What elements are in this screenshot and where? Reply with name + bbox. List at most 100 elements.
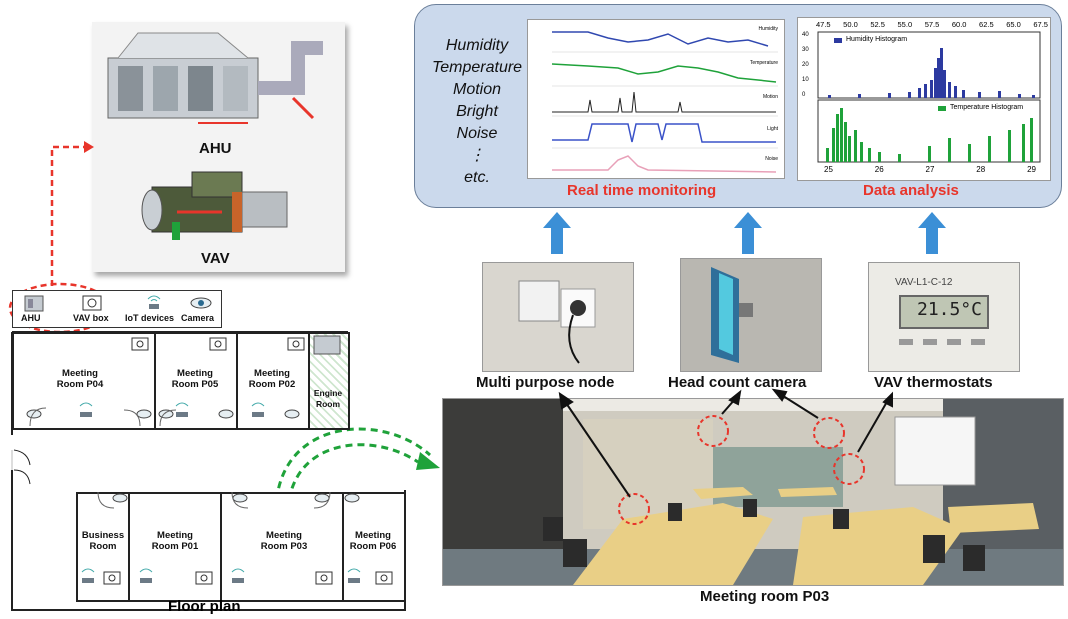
room-p06 (342, 492, 406, 602)
meeting-room-photo (442, 398, 1064, 586)
realtime-chart-svg (551, 31, 778, 173)
thermostat-button (971, 339, 985, 345)
floor-plan-caption: Floor plan (168, 598, 241, 615)
thermostat-pointer-head (882, 391, 893, 408)
sensor-list: Humidity Temperature Motion Bright Noise… (427, 35, 527, 189)
vav-illustration (141, 171, 288, 240)
temperature-histogram-legend: Temperature Histogram (950, 104, 1024, 111)
room-link-arrow-inner (286, 443, 419, 513)
camera-pointer-left-head (728, 389, 742, 406)
humidity-histogram-legend: Humidity Histogram (846, 36, 908, 43)
ahu-connector-arrowhead (84, 141, 94, 153)
histogram-y-ticks: 40 30 20 10 0 (802, 32, 809, 98)
ahu-connector-line (50, 145, 88, 296)
equipment-legend: AHU VAV box IoT devices Camera (12, 290, 222, 328)
temperature-legend: Temperature (749, 60, 778, 66)
vav-label: VAV (201, 250, 230, 267)
sensor-ellipsis: ⋮ (469, 147, 485, 164)
camera-up-arrow (734, 212, 762, 254)
camera-legend-icon (190, 297, 212, 309)
multi-purpose-node-photo (482, 262, 634, 372)
temperature-axis-ticks: 25 26 27 28 29 (824, 165, 1036, 174)
thermostat-reading: 21.5°C (917, 299, 983, 320)
thermostat-display (899, 295, 989, 329)
vav-thermostat-photo: VAV-L1-C-12 21.5°C (868, 262, 1020, 372)
node-up-arrow (543, 212, 571, 254)
ahu-label: AHU (199, 140, 232, 157)
legend-iot-devices-label: IoT devices (125, 313, 175, 323)
histogram-svg (817, 31, 1041, 163)
sensor-humidity: Humidity (445, 37, 509, 54)
light-legend: Light (767, 126, 778, 132)
sensor-temperature: Temperature (431, 59, 523, 76)
thermostat-buttons (899, 339, 985, 345)
thermostat-caption: VAV thermostats (874, 374, 993, 391)
camera-device-illustration (711, 267, 753, 363)
sensor-bright: Bright (456, 103, 498, 120)
noise-series (552, 155, 777, 173)
meeting-room-illustration (443, 399, 1063, 585)
camera-highlight-circle-right (813, 417, 845, 449)
equipment-panel: AHU VAV (92, 22, 345, 272)
room-p02-label: Meeting Room P02 (248, 368, 296, 390)
thermostat-id: VAV-L1-C-12 (895, 277, 953, 288)
sensor-etc: etc. (464, 169, 490, 186)
thermostat-button (923, 339, 937, 345)
thermostat-button (947, 339, 961, 345)
room-p04-label: Meeting Room P04 (56, 368, 104, 390)
thermostat-button (899, 339, 913, 345)
room-p05-label: Meeting Room P05 (171, 368, 219, 390)
legend-vav-box-label: VAV box (73, 313, 109, 323)
vav-box-legend-icon (82, 295, 102, 311)
thermostat-pointer (857, 399, 889, 453)
thermostat-up-arrow (918, 212, 946, 254)
humidity-legend: Humidity (758, 26, 778, 32)
room-p06-label: Meeting Room P06 (349, 530, 397, 552)
noise-legend: Noise (765, 156, 778, 162)
temperature-swatch (938, 106, 946, 111)
node-device-illustration (518, 280, 596, 364)
camera-caption: Head count camera (668, 374, 807, 391)
temperature-series (551, 63, 777, 83)
monitoring-panel: Humidity Temperature Motion Bright Noise… (414, 4, 1062, 208)
humidity-axis-ticks: 47.5 50.0 52.5 55.0 57.5 60.0 62.5 65.0 … (816, 20, 1048, 29)
camera-pointer-right (779, 393, 819, 419)
humidity-series (552, 31, 769, 47)
thermostat-highlight-circle (833, 453, 865, 485)
motion-legend: Motion (762, 94, 778, 100)
iot-device-legend-icon (147, 295, 161, 309)
ahu-legend-icon (24, 295, 44, 312)
realtime-chart: Humidity Temperature Motion Light Noise (527, 19, 785, 179)
node-caption: Multi purpose node (476, 374, 615, 391)
analysis-caption: Data analysis (863, 182, 959, 199)
room-p01-label: Meeting Room P01 (151, 530, 199, 552)
humidity-swatch (834, 38, 842, 43)
humidity-histogram-bars (828, 48, 1035, 98)
engine-room-label: Engine Room (313, 388, 343, 409)
meeting-room-caption: Meeting room P03 (700, 588, 830, 605)
camera-highlight-circle-left (697, 415, 729, 447)
upload-arrows (543, 212, 946, 254)
sensor-noise: Noise (456, 125, 498, 142)
head-count-camera-photo (680, 258, 822, 372)
realtime-caption: Real time monitoring (567, 182, 717, 199)
legend-ahu-label: AHU (21, 313, 41, 323)
legend-camera-label: Camera (181, 313, 215, 323)
analysis-chart: Humidity Histogram Temperature Histogram… (797, 17, 1051, 181)
node-highlight-circle (618, 493, 650, 525)
light-series (552, 123, 776, 143)
camera-pointer-right-head (771, 388, 788, 402)
room-p03-label: Meeting Room P03 (260, 530, 308, 552)
node-pointer-head (558, 391, 574, 410)
sensor-motion: Motion (452, 81, 502, 98)
motion-series (552, 91, 776, 113)
room-link-arrowhead (416, 452, 440, 470)
floor-plan-device-icons (26, 335, 393, 585)
room-link-arrow (274, 427, 432, 513)
ahu-illustration (107, 32, 323, 124)
node-pointer-line (563, 399, 631, 498)
temperature-histogram-bars (826, 108, 1033, 162)
business-room-label: Business Room (81, 530, 125, 552)
